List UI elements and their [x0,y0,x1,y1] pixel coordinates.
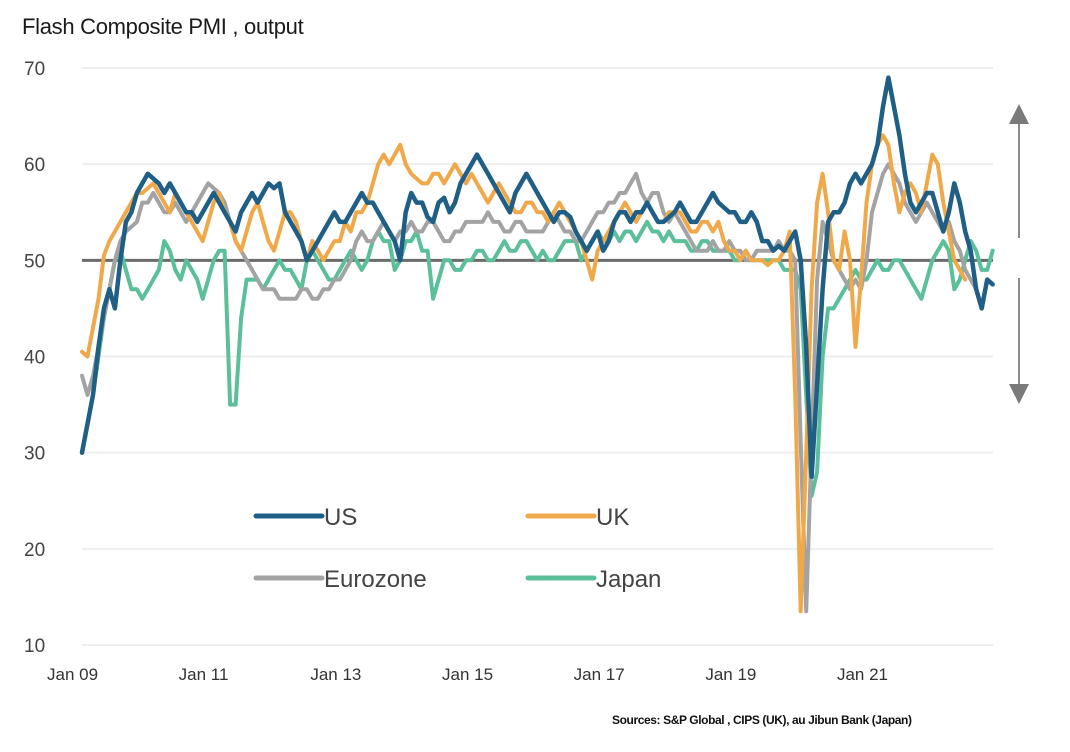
x-tick-label: Jan 13 [310,665,361,684]
legend: US UK Eurozone Japan [253,504,661,593]
x-tick-label: Jan 09 [47,665,98,684]
expansion-contraction-arrow-icon [1009,104,1029,404]
y-axis-ticks: 10 20 30 40 50 60 70 [24,59,45,657]
legend-label-uk: UK [596,504,629,531]
legend-label-eurozone: Eurozone [324,566,427,593]
y-tick-label: 30 [24,444,45,465]
legend-label-us: US [324,504,357,531]
y-tick-label: 70 [24,59,45,80]
x-tick-label: Jan 17 [574,665,625,684]
series-line-uk [80,133,968,614]
y-tick-label: 20 [24,540,45,561]
y-tick-label: 10 [24,636,45,657]
y-tick-label: 40 [24,348,45,369]
legend-label-japan: Japan [596,566,661,593]
y-tick-label: 60 [24,155,45,176]
x-tick-label: Jan 21 [837,665,888,684]
series-line-japan [80,219,995,498]
x-tick-label: Jan 19 [705,665,756,684]
x-axis-ticks: Jan 09 Jan 11 Jan 13 Jan 15 Jan 17 Jan 19 Jan … [47,665,888,684]
chart-title: Flash Composite PMI , output [22,14,304,39]
source-note: Sources: S&P Global , CIPS (UK), au Jibu… [612,713,912,727]
gridlines [82,67,993,646]
y-tick-label: 50 [24,251,45,272]
series-line-us [79,75,995,479]
series-lines [79,75,995,614]
x-tick-label: Jan 15 [442,665,493,684]
series-line-eurozone [80,162,979,614]
x-tick-label: Jan 11 [179,665,229,684]
